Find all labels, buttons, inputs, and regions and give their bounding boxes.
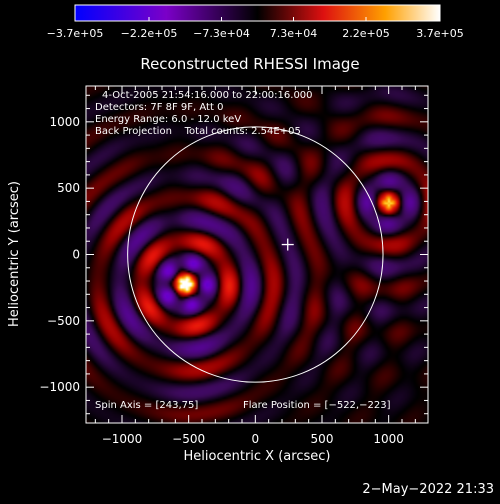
x-axis-tick-labels: −1000 −500 0 500 1000 <box>102 432 404 446</box>
y-axis-label: Heliocentric Y (arcsec) <box>7 181 22 327</box>
info-text: 4-Oct-2005 21:54:16.000 to 22:00:16.000 … <box>95 90 391 411</box>
x-tick-label: 0 <box>252 432 260 446</box>
heatmap-image <box>86 86 428 423</box>
y-tick-label: −500 <box>47 314 80 328</box>
footer-date: 2−May−2022 21:33 <box>362 482 494 497</box>
x-tick-label: 1000 <box>373 432 404 446</box>
y-tick-label: 500 <box>57 181 80 195</box>
colorbar-tick-label: −7.3e+04 <box>193 27 250 40</box>
colorbar-tick-label: −3.7e+05 <box>47 27 104 40</box>
spin-axis-marker <box>281 238 294 251</box>
colorbar-tick-label: 3.7e+05 <box>416 27 463 40</box>
info-line-time: 4-Oct-2005 21:54:16.000 to 22:00:16.000 <box>102 90 313 101</box>
y-tick-label: −1000 <box>39 380 80 394</box>
colorbar-tick-label: −2.2e+05 <box>121 27 178 40</box>
colorbar-tick-label: 7.3e+04 <box>270 27 317 40</box>
colorbar-tick-labels: −3.7e+05 −2.2e+05 −7.3e+04 7.3e+04 2.2e+05 3.… <box>47 27 464 40</box>
x-tick-label: −500 <box>172 432 205 446</box>
colorbar-tick-label: 2.2e+05 <box>342 27 389 40</box>
y-axis-ticks <box>86 94 428 415</box>
flare-position-label: Flare Position = [−522,−223] <box>243 400 391 411</box>
colorbar <box>74 4 441 22</box>
y-tick-label: 1000 <box>49 115 80 129</box>
info-line-detectors: Detectors: 7F 8F 9F, Att 0 <box>95 102 223 113</box>
info-line-method: Back Projection Total counts: 2.54E+05 <box>95 126 301 137</box>
x-tick-label: 500 <box>311 432 334 446</box>
x-axis-label: Heliocentric X (arcsec) <box>184 449 331 464</box>
x-tick-label: −1000 <box>102 432 143 446</box>
solar-limb-circle <box>127 126 384 383</box>
y-axis-tick-labels: −1000 −500 0 500 1000 <box>39 115 80 394</box>
info-line-energy: Energy Range: 6.0 - 12.0 keV <box>95 114 241 125</box>
x-axis-ticks <box>94 86 416 423</box>
y-tick-label: 0 <box>72 248 80 262</box>
colorbar-ticks <box>74 17 441 21</box>
spin-axis-label: Spin Axis = [243,75] <box>95 400 198 411</box>
chart-title: Reconstructed RHESSI Image <box>140 55 359 73</box>
